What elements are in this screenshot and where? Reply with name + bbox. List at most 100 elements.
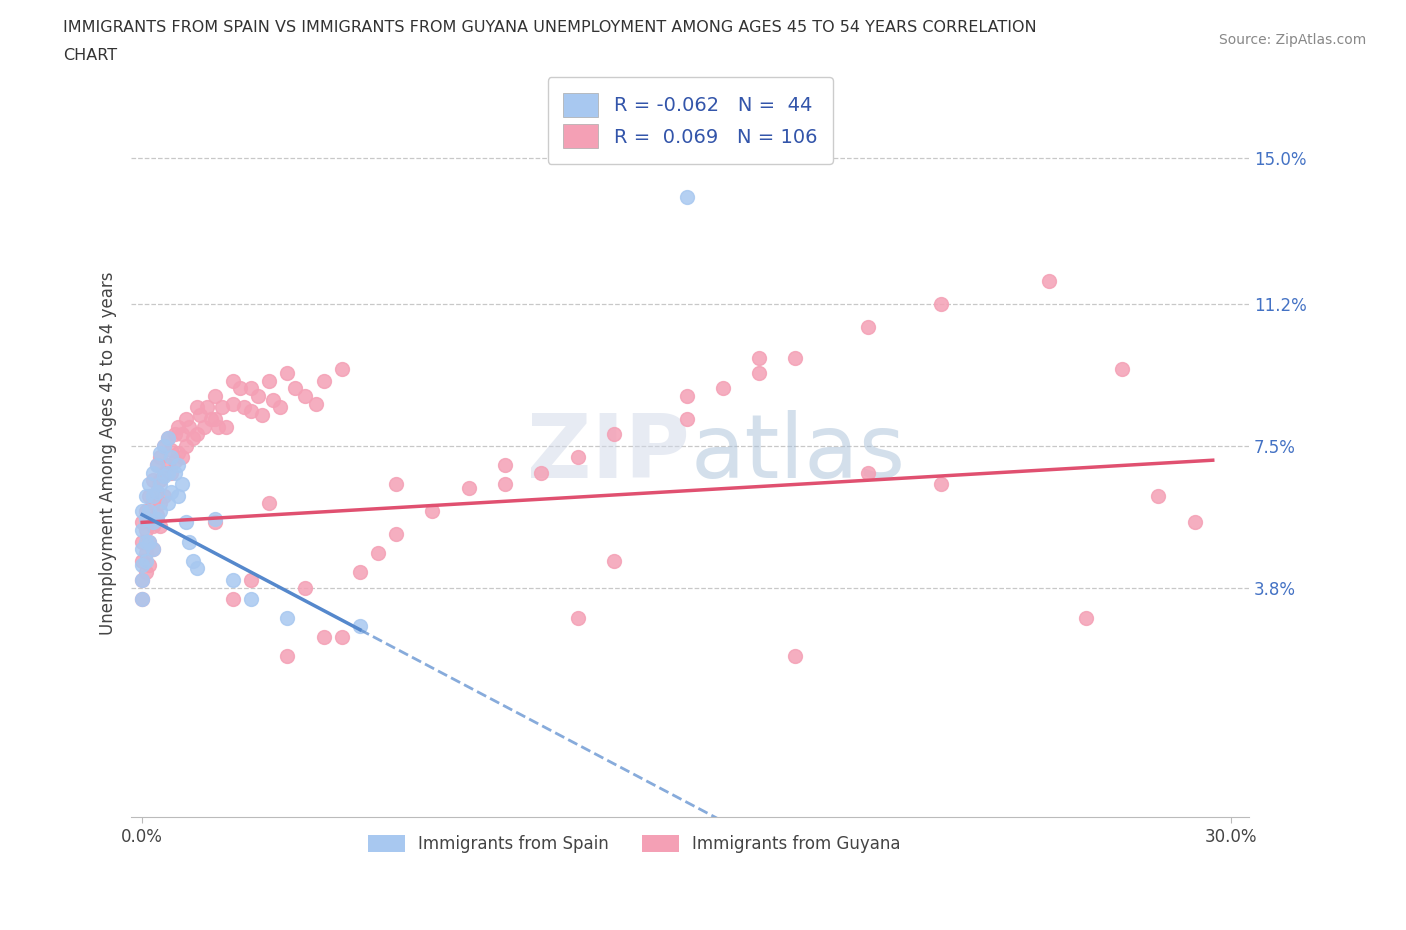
- Point: [204, 389, 226, 404]
- Point: [131, 572, 153, 587]
- Point: [163, 465, 186, 480]
- Point: [149, 476, 172, 491]
- Point: [142, 542, 165, 557]
- Point: [276, 611, 298, 626]
- Point: [204, 515, 226, 530]
- Point: [257, 496, 280, 511]
- Point: [167, 488, 190, 503]
- Point: [156, 458, 179, 472]
- Point: [131, 572, 153, 587]
- Point: [929, 476, 952, 491]
- Point: [145, 458, 167, 472]
- Point: [385, 526, 408, 541]
- Point: [284, 380, 307, 395]
- Point: [142, 542, 165, 557]
- Point: [153, 438, 176, 453]
- Point: [294, 580, 316, 595]
- Point: [367, 546, 389, 561]
- Point: [145, 507, 167, 522]
- Point: [856, 320, 879, 335]
- Point: [131, 523, 153, 538]
- Point: [214, 419, 236, 434]
- Point: [276, 365, 298, 380]
- Point: [603, 427, 626, 442]
- Point: [167, 446, 190, 461]
- Point: [160, 465, 183, 480]
- Point: [330, 630, 353, 644]
- Point: [222, 591, 245, 606]
- Point: [193, 419, 215, 434]
- Point: [312, 373, 335, 388]
- Point: [1111, 362, 1133, 377]
- Point: [181, 553, 204, 568]
- Point: [530, 465, 553, 480]
- Text: atlas: atlas: [690, 410, 905, 497]
- Point: [257, 373, 280, 388]
- Point: [247, 389, 270, 404]
- Point: [138, 503, 160, 518]
- Point: [186, 400, 208, 415]
- Point: [138, 476, 160, 491]
- Point: [135, 534, 157, 549]
- Point: [135, 565, 157, 579]
- Point: [142, 488, 165, 503]
- Point: [145, 485, 167, 499]
- Point: [156, 431, 179, 445]
- Point: [1074, 611, 1097, 626]
- Point: [156, 465, 179, 480]
- Point: [211, 400, 233, 415]
- Text: IMMIGRANTS FROM SPAIN VS IMMIGRANTS FROM GUYANA UNEMPLOYMENT AMONG AGES 45 TO 54: IMMIGRANTS FROM SPAIN VS IMMIGRANTS FROM…: [63, 20, 1036, 35]
- Point: [675, 189, 697, 204]
- Point: [457, 481, 479, 496]
- Point: [131, 591, 153, 606]
- Point: [785, 351, 807, 365]
- Point: [135, 523, 157, 538]
- Point: [349, 618, 371, 633]
- Point: [240, 591, 263, 606]
- Point: [138, 557, 160, 572]
- Point: [138, 534, 160, 549]
- Point: [142, 519, 165, 534]
- Point: [153, 469, 176, 484]
- Point: [240, 404, 263, 418]
- Point: [494, 458, 516, 472]
- Point: [312, 630, 335, 644]
- Point: [131, 542, 153, 557]
- Point: [240, 380, 263, 395]
- Point: [170, 427, 193, 442]
- Text: ZIP: ZIP: [527, 410, 690, 497]
- Point: [207, 419, 229, 434]
- Point: [131, 591, 153, 606]
- Point: [494, 476, 516, 491]
- Point: [149, 496, 172, 511]
- Point: [131, 557, 153, 572]
- Point: [145, 458, 167, 472]
- Point: [138, 488, 160, 503]
- Point: [385, 476, 408, 491]
- Legend: Immigrants from Spain, Immigrants from Guyana: Immigrants from Spain, Immigrants from G…: [361, 829, 907, 860]
- Point: [170, 476, 193, 491]
- Point: [160, 485, 183, 499]
- Point: [181, 431, 204, 445]
- Point: [167, 458, 190, 472]
- Point: [197, 400, 219, 415]
- Point: [149, 503, 172, 518]
- Point: [222, 373, 245, 388]
- Point: [149, 519, 172, 534]
- Point: [748, 365, 770, 380]
- Point: [138, 534, 160, 549]
- Point: [170, 450, 193, 465]
- Point: [204, 512, 226, 526]
- Point: [250, 407, 273, 422]
- Point: [1147, 488, 1170, 503]
- Point: [567, 450, 589, 465]
- Text: CHART: CHART: [63, 48, 117, 63]
- Point: [856, 465, 879, 480]
- Point: [135, 488, 157, 503]
- Point: [135, 503, 157, 518]
- Point: [149, 450, 172, 465]
- Point: [142, 496, 165, 511]
- Point: [131, 503, 153, 518]
- Point: [422, 503, 444, 518]
- Point: [153, 488, 176, 503]
